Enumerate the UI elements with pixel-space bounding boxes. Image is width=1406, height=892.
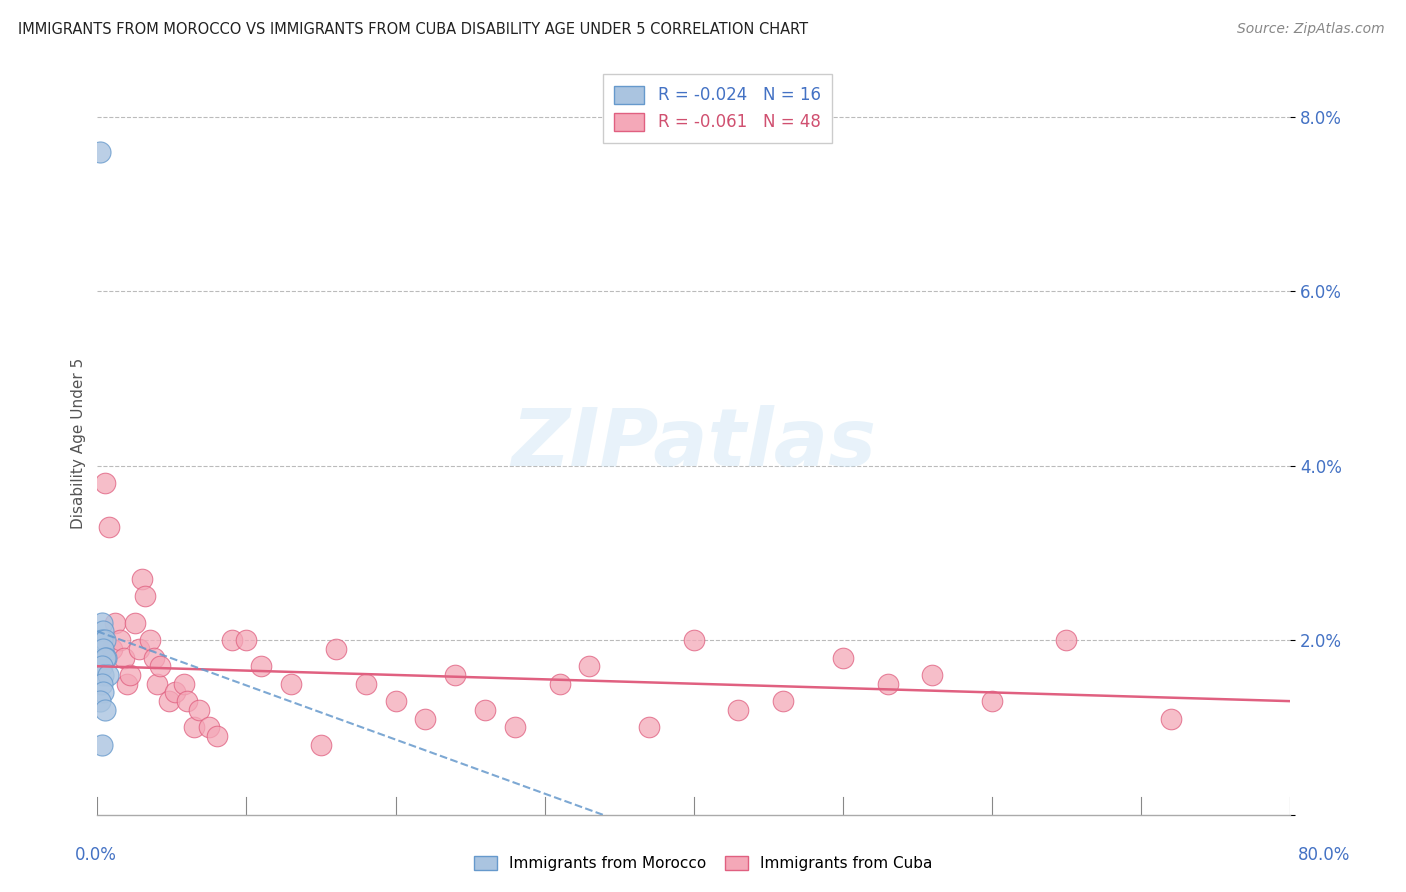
Point	[415, 712, 437, 726]
Point	[474, 703, 496, 717]
Point	[143, 650, 166, 665]
Point	[90, 738, 112, 752]
Point	[682, 633, 704, 648]
Point	[124, 615, 146, 630]
Point	[112, 650, 135, 665]
Point	[183, 720, 205, 734]
Point	[548, 676, 571, 690]
Point	[309, 738, 332, 752]
Text: 0.0%: 0.0%	[75, 846, 117, 863]
Point	[205, 729, 228, 743]
Point	[91, 624, 114, 639]
Point	[131, 572, 153, 586]
Point	[90, 659, 112, 673]
Point	[90, 676, 112, 690]
Point	[921, 668, 943, 682]
Point	[250, 659, 273, 673]
Point	[149, 659, 172, 673]
Point	[325, 641, 347, 656]
Point	[157, 694, 180, 708]
Point	[146, 676, 169, 690]
Point	[94, 633, 117, 648]
Point	[354, 676, 377, 690]
Point	[280, 676, 302, 690]
Text: ZIPatlas: ZIPatlas	[512, 405, 876, 483]
Point	[772, 694, 794, 708]
Point	[91, 685, 114, 699]
Point	[727, 703, 749, 717]
Point	[187, 703, 209, 717]
Point	[94, 650, 117, 665]
Point	[444, 668, 467, 682]
Point	[108, 633, 131, 648]
Legend: R = -0.024   N = 16, R = -0.061   N = 48: R = -0.024 N = 16, R = -0.061 N = 48	[603, 74, 832, 143]
Text: Source: ZipAtlas.com: Source: ZipAtlas.com	[1237, 22, 1385, 37]
Y-axis label: Disability Age Under 5: Disability Age Under 5	[72, 359, 86, 529]
Point	[90, 615, 112, 630]
Point	[89, 694, 111, 708]
Point	[980, 694, 1002, 708]
Point	[91, 641, 114, 656]
Point	[384, 694, 406, 708]
Point	[831, 650, 853, 665]
Point	[120, 668, 142, 682]
Point	[89, 145, 111, 159]
Point	[138, 633, 160, 648]
Point	[98, 519, 121, 533]
Point	[96, 650, 118, 665]
Point	[94, 703, 117, 717]
Point	[90, 633, 112, 648]
Point	[235, 633, 257, 648]
Point	[163, 685, 186, 699]
Point	[173, 676, 195, 690]
Point	[221, 633, 243, 648]
Point	[104, 615, 127, 630]
Point	[128, 641, 150, 656]
Point	[578, 659, 600, 673]
Point	[94, 476, 117, 491]
Point	[1160, 712, 1182, 726]
Text: IMMIGRANTS FROM MOROCCO VS IMMIGRANTS FROM CUBA DISABILITY AGE UNDER 5 CORRELATI: IMMIGRANTS FROM MOROCCO VS IMMIGRANTS FR…	[18, 22, 808, 37]
Point	[101, 641, 124, 656]
Point	[176, 694, 198, 708]
Point	[91, 668, 114, 682]
Point	[1054, 633, 1077, 648]
Point	[638, 720, 661, 734]
Legend: Immigrants from Morocco, Immigrants from Cuba: Immigrants from Morocco, Immigrants from…	[468, 850, 938, 877]
Point	[97, 668, 120, 682]
Point	[198, 720, 221, 734]
Point	[134, 590, 156, 604]
Point	[115, 676, 138, 690]
Text: 80.0%: 80.0%	[1298, 846, 1351, 863]
Point	[876, 676, 898, 690]
Point	[503, 720, 526, 734]
